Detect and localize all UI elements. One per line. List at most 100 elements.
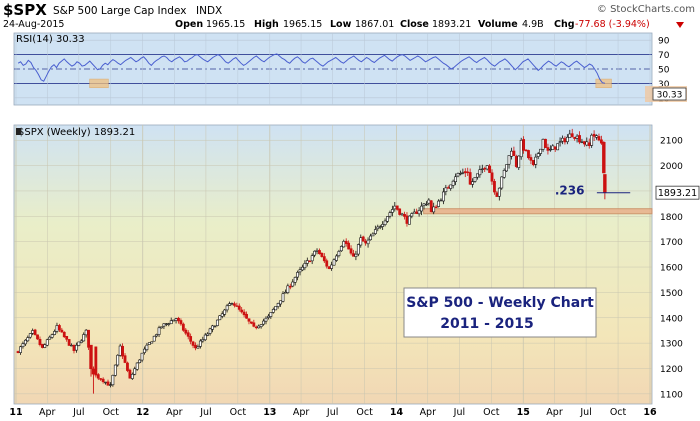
- candle-body: [38, 338, 42, 345]
- candle-body: [395, 205, 399, 210]
- candle-body: [354, 253, 358, 257]
- candle-body: [388, 212, 392, 217]
- volume-label: Volume: [478, 19, 518, 30]
- candle-body: [152, 335, 156, 342]
- candle-body: [172, 319, 176, 322]
- candle-body: [599, 139, 603, 144]
- candle-body: [84, 329, 88, 336]
- candle-body: [116, 354, 120, 366]
- candle-body: [169, 320, 173, 325]
- candle-body: [381, 224, 385, 227]
- candle-body: [514, 156, 518, 167]
- candle-body: [269, 312, 273, 317]
- candle-body: [522, 139, 526, 151]
- candle-body: [206, 333, 210, 336]
- candle-body: [298, 269, 302, 273]
- candle-body: [223, 309, 227, 315]
- candle-body: [512, 150, 516, 157]
- candle-body: [541, 138, 545, 150]
- candle-body: [337, 251, 341, 257]
- candle-body: [82, 334, 86, 342]
- candle-body: [432, 206, 436, 213]
- candle-body: [109, 384, 112, 386]
- candle-body: [143, 348, 146, 353]
- candle-body: [497, 187, 501, 197]
- candle-body: [330, 264, 334, 269]
- candle-body: [339, 246, 343, 252]
- candle-body: [140, 352, 144, 361]
- price-y-axis: 2100200019001800170016001500140013001200…: [660, 137, 683, 401]
- candle-body: [539, 148, 543, 154]
- candle-body: [534, 156, 538, 165]
- candle-body: [352, 253, 355, 257]
- candle-body: [247, 318, 251, 322]
- candle-body: [305, 260, 309, 264]
- candle-body: [191, 341, 195, 346]
- candle-body: [48, 336, 52, 340]
- candle-body: [218, 315, 222, 321]
- candle-body: [104, 381, 107, 384]
- close-value: 1893.21: [432, 19, 471, 30]
- candle-body: [490, 172, 494, 182]
- x-tick-label: Jul: [72, 407, 84, 418]
- candle-body: [400, 213, 404, 216]
- low-value: 1867.01: [355, 19, 394, 30]
- candle-body: [510, 150, 513, 157]
- candle-body: [150, 341, 154, 344]
- candle-body: [364, 240, 368, 244]
- x-tick-label: Jul: [579, 407, 591, 418]
- price-tick-label: 1700: [660, 238, 683, 248]
- candle-body: [536, 153, 540, 157]
- candle-body: [459, 173, 462, 175]
- candle-body: [111, 374, 115, 386]
- price-tick-label: 1200: [660, 365, 683, 375]
- quote-line: Open 1965.15 High 1965.15 Low 1867.01 Cl…: [175, 19, 684, 30]
- candle-body: [412, 211, 416, 214]
- symbol: $SPX: [3, 1, 47, 19]
- candle-body: [257, 325, 261, 329]
- candle-body: [422, 203, 426, 206]
- price-tick-label: 1400: [660, 314, 683, 324]
- candle-body: [603, 174, 607, 194]
- candle-body: [113, 364, 117, 376]
- price-tick-label: 2000: [660, 162, 683, 172]
- candle-body: [563, 138, 567, 143]
- candle-body: [439, 199, 443, 202]
- price-gridlines: [14, 125, 652, 404]
- candle-body: [318, 250, 321, 255]
- candle-body: [327, 266, 331, 270]
- chart-text-box: S&P 500 - Weekly Chart 2011 - 2015: [403, 287, 597, 338]
- candle-body: [548, 148, 552, 151]
- candle-body: [529, 157, 533, 161]
- candle-body: [67, 339, 71, 346]
- candle-body: [274, 306, 278, 311]
- candle-body: [96, 374, 100, 379]
- candle-body: [62, 331, 66, 338]
- candle-body: [301, 266, 304, 271]
- candle-body: [335, 255, 338, 261]
- candle-body: [556, 143, 560, 151]
- candle-body: [553, 146, 557, 150]
- candle-body: [415, 211, 419, 214]
- candle-body: [502, 170, 506, 178]
- candle-body: [181, 323, 185, 331]
- candle-body: [398, 208, 402, 215]
- candle-body: [101, 378, 105, 383]
- rsi-tick-label: 70: [658, 51, 670, 61]
- candle-body: [483, 168, 487, 170]
- candle-body: [45, 339, 49, 346]
- candle-body: [240, 309, 244, 313]
- candle-body: [252, 322, 256, 327]
- candle-body: [194, 344, 197, 349]
- watermark: © StockCharts.com: [597, 4, 695, 15]
- text-box-frame: [403, 287, 597, 338]
- candle-body: [403, 214, 406, 217]
- candle-body: [524, 149, 528, 152]
- x-tick-label: 13: [263, 407, 276, 418]
- candle-body: [145, 344, 149, 351]
- candle-body: [225, 305, 229, 311]
- fib-annotation: .236: [555, 184, 631, 198]
- candle-body: [279, 300, 282, 305]
- candle-body: [495, 192, 499, 197]
- candle-body: [507, 155, 511, 165]
